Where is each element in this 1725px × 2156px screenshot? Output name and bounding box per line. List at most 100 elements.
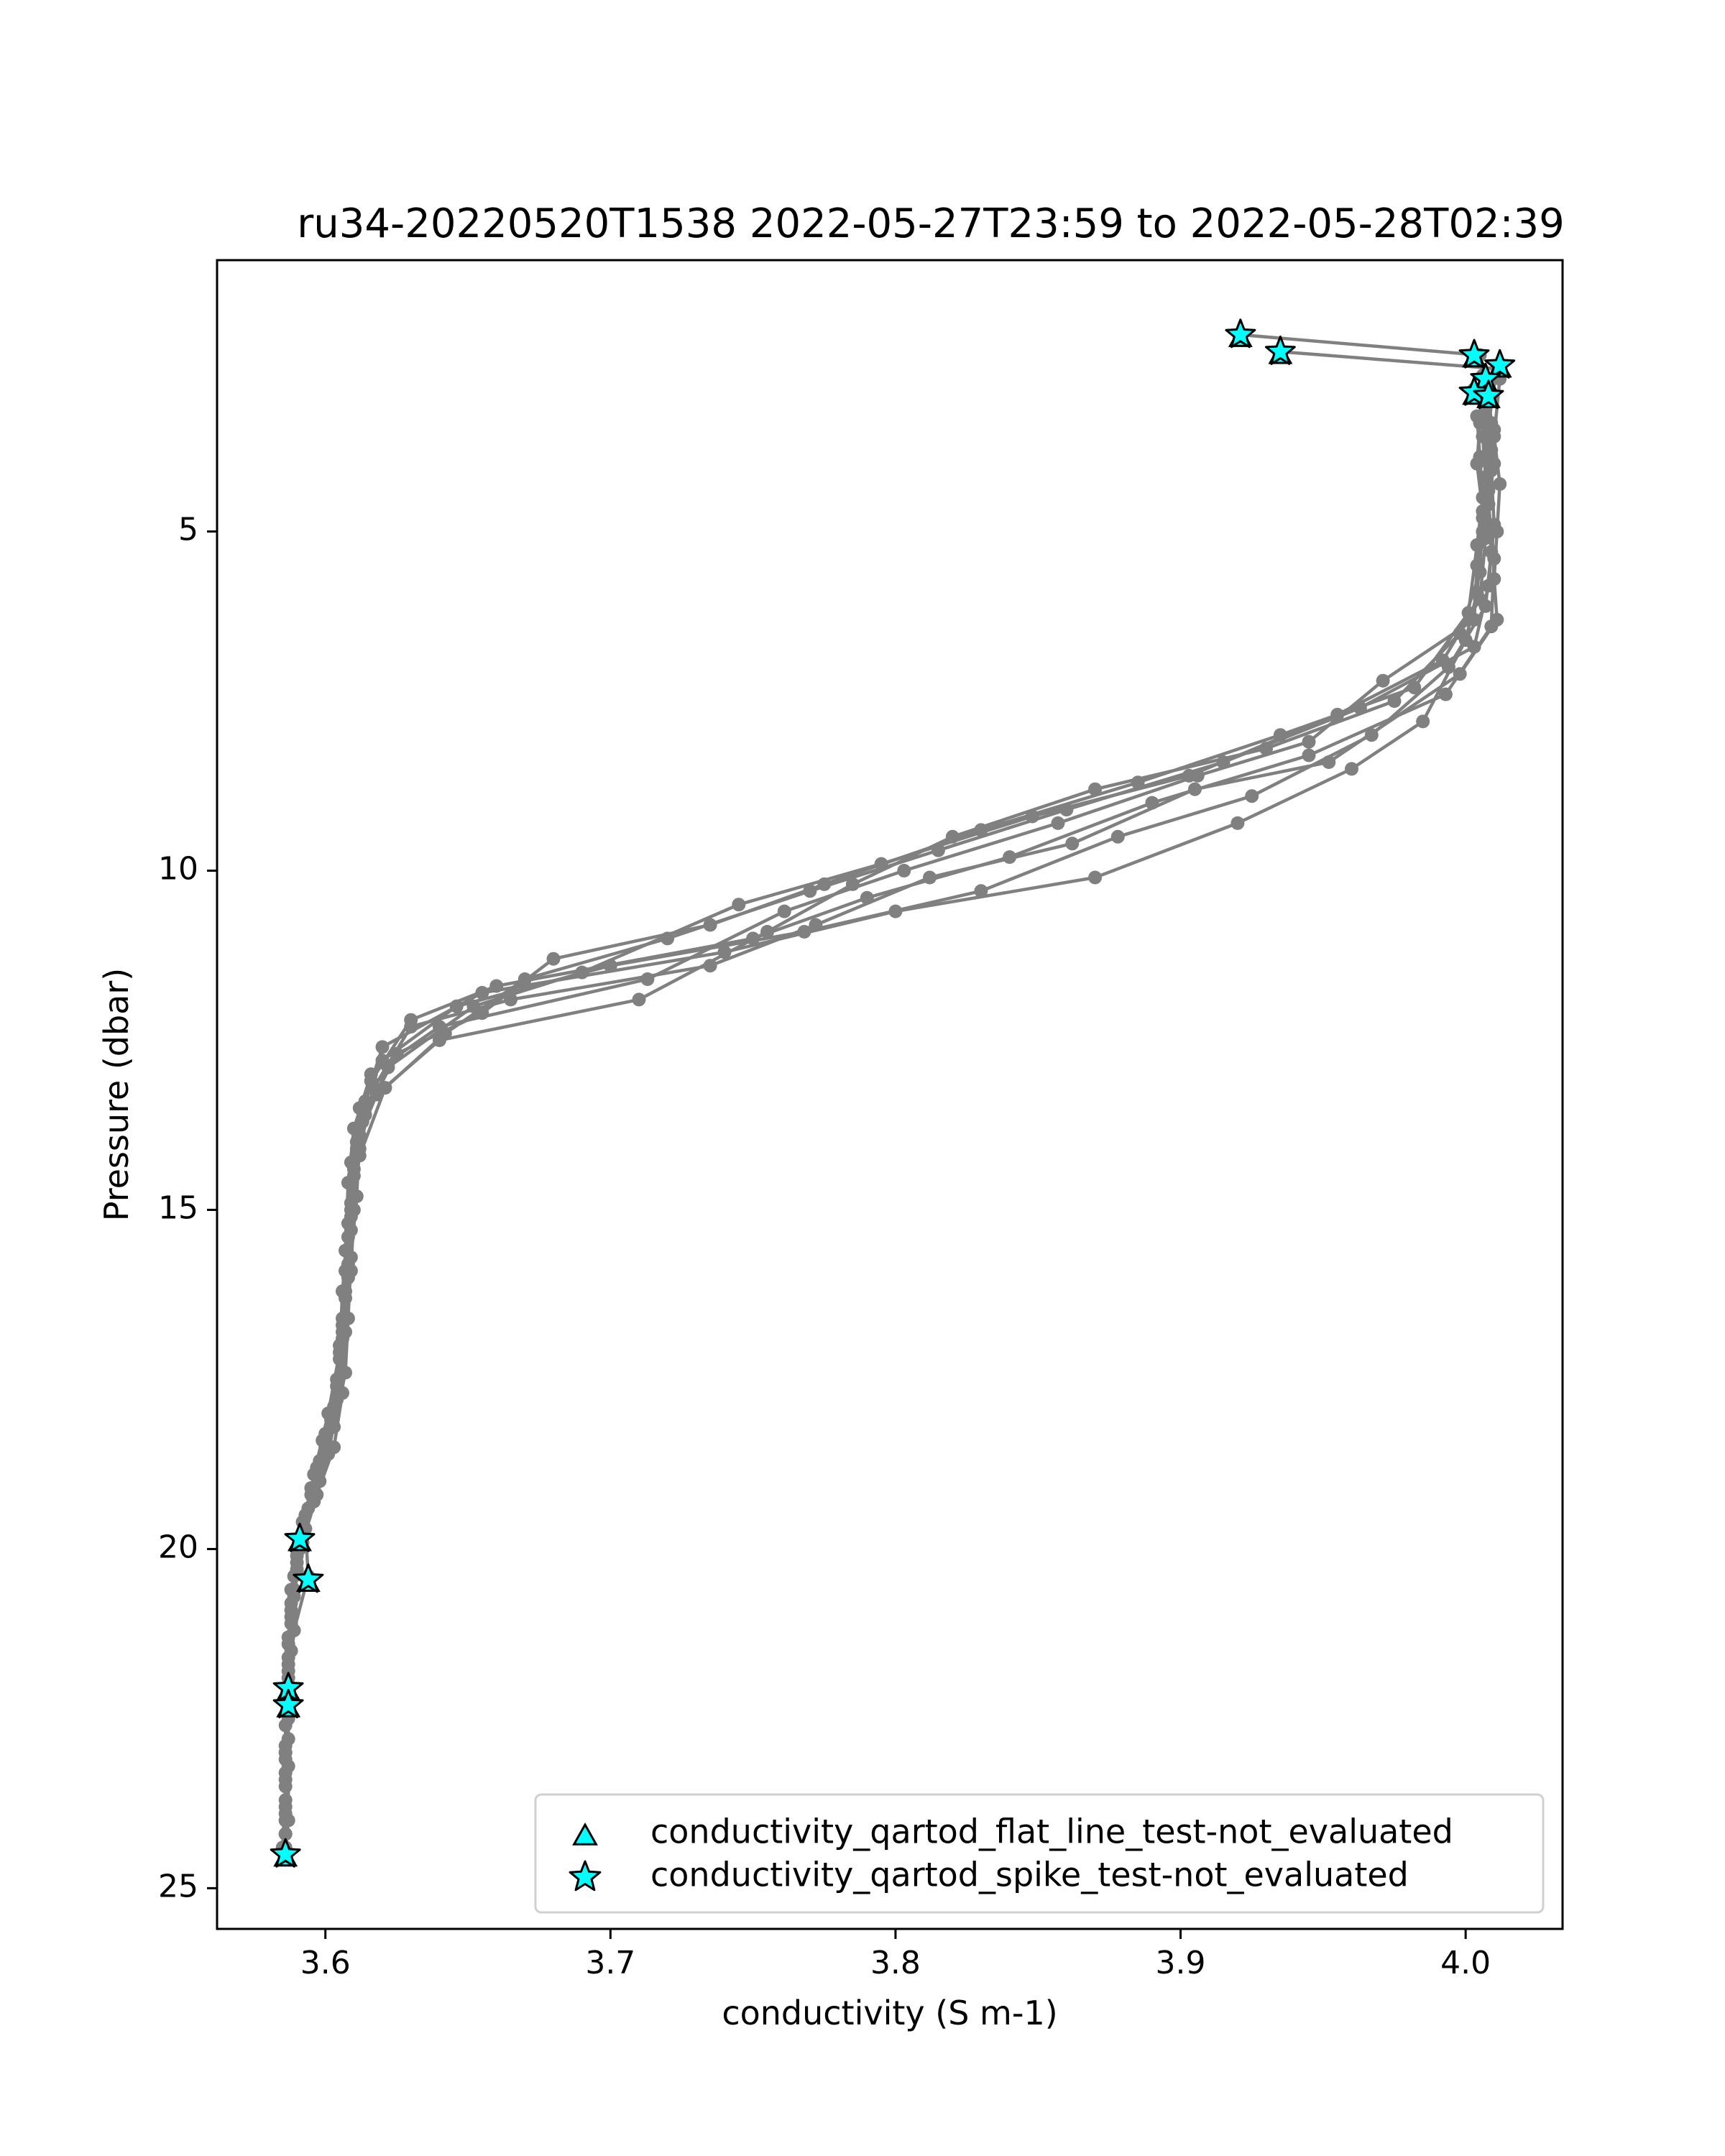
data-point	[1490, 525, 1504, 539]
profile-series-4	[278, 369, 1504, 1861]
data-point	[327, 1440, 341, 1455]
data-point	[1473, 450, 1487, 464]
data-point	[339, 1325, 352, 1339]
profile-line	[283, 374, 1499, 1855]
data-point	[1484, 464, 1499, 478]
data-point	[732, 898, 746, 912]
data-point	[1487, 572, 1501, 586]
data-point	[1065, 837, 1080, 851]
profile-line	[283, 333, 1488, 1855]
profile-series-9	[278, 372, 1507, 1841]
profile-line	[283, 350, 1499, 1855]
data-point	[1302, 734, 1316, 749]
data-point	[1487, 429, 1501, 443]
data-point	[923, 870, 937, 885]
data-point	[284, 1644, 298, 1658]
profile-series-5	[278, 375, 1499, 1828]
data-point	[1353, 701, 1367, 715]
data-point	[1416, 714, 1430, 729]
y-axis-label: Pressure (dbar)	[97, 968, 136, 1221]
data-point	[1245, 789, 1259, 803]
profile-series-2	[278, 344, 1504, 1861]
data-point	[809, 918, 823, 932]
y-tick-label: 20	[158, 1529, 198, 1565]
data-point	[632, 992, 646, 1007]
spike-flag-marker	[270, 1838, 301, 1868]
data-point	[378, 1081, 392, 1095]
data-point	[1387, 694, 1402, 708]
data-point	[1438, 687, 1453, 701]
legend-label-flat-line: conductivity_qartod_flat_line_test-not_e…	[650, 1812, 1453, 1851]
data-point	[1493, 477, 1507, 491]
data-point	[310, 1488, 324, 1502]
profile-line	[283, 382, 1494, 1820]
star-icon	[569, 1860, 602, 1892]
data-point	[278, 1766, 293, 1780]
spike-flag-marker	[293, 1563, 324, 1593]
profile-line	[280, 392, 1485, 1848]
legend-star-marker	[569, 1860, 602, 1892]
profile-series-3	[278, 382, 1501, 1841]
y-tick-label: 15	[158, 1189, 198, 1226]
spike-flag-marker	[272, 1689, 304, 1718]
data-point	[575, 965, 589, 980]
data-point	[336, 1386, 349, 1400]
data-point	[1230, 816, 1245, 830]
data-point	[888, 904, 903, 918]
spike-flag-marker	[284, 1522, 316, 1552]
profile-line	[283, 388, 1496, 1834]
data-point	[703, 959, 717, 973]
plot-area	[216, 259, 1564, 1930]
spike-flag-marker	[1473, 379, 1504, 410]
x-axis: 3.6 3.7 3.8 3.9 4.0	[300, 1929, 1491, 1981]
data-point	[1302, 748, 1316, 763]
data-point	[974, 884, 988, 898]
legend-triangle-marker	[572, 1822, 598, 1846]
data-point	[1187, 782, 1202, 796]
x-tick-label: 3.8	[870, 1945, 921, 1981]
data-point	[845, 877, 860, 891]
x-tick-label: 3.9	[1156, 1945, 1206, 1981]
data-point	[760, 925, 774, 939]
data-point	[438, 1026, 452, 1041]
data-point	[803, 884, 817, 898]
data-point	[352, 1142, 367, 1156]
data-point	[344, 1263, 358, 1278]
data-point	[1322, 755, 1336, 769]
data-point	[1407, 681, 1422, 695]
data-point	[974, 823, 988, 837]
data-point	[1216, 755, 1230, 769]
data-point	[475, 985, 489, 1000]
data-point	[1376, 673, 1390, 688]
data-point	[1088, 870, 1103, 885]
data-point	[1059, 803, 1074, 817]
data-point	[518, 972, 532, 986]
profile-series-7	[278, 409, 1490, 1820]
data-point	[404, 1020, 418, 1034]
data-point	[504, 992, 518, 1007]
legend-label-spike: conductivity_qartod_spike_test-not_evalu…	[650, 1856, 1409, 1894]
data-point	[661, 931, 675, 946]
data-point	[1470, 409, 1484, 423]
plot-frame	[216, 259, 1564, 1930]
profile-line	[283, 415, 1485, 1814]
data-point	[375, 1040, 390, 1054]
y-axis: 5 10 15 20 25	[158, 512, 217, 1904]
data-point	[367, 1081, 381, 1095]
chart-title: ru34-20220520T1538 2022-05-27T23:59 to 2…	[297, 201, 1564, 247]
profile-line	[283, 429, 1496, 1848]
legend-box	[534, 1793, 1545, 1914]
y-tick-label: 5	[178, 512, 198, 548]
triangle-icon	[572, 1822, 598, 1846]
data-point	[777, 904, 791, 918]
legend: conductivity_qartod_flat_line_test-not_e…	[534, 1793, 1545, 1914]
data-point	[316, 1433, 330, 1447]
data-point	[897, 864, 911, 877]
data-point	[546, 952, 561, 966]
series-layer	[275, 328, 1507, 1861]
spike-flag-marker	[1225, 318, 1256, 349]
data-point	[1476, 490, 1490, 505]
x-tick-label: 3.7	[585, 1945, 635, 1981]
data-point	[1461, 606, 1476, 620]
